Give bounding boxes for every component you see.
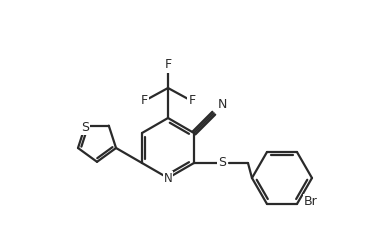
Text: N: N (163, 172, 172, 184)
Text: S: S (81, 121, 89, 134)
Text: S: S (218, 157, 226, 169)
Text: F: F (188, 94, 196, 106)
Text: F: F (165, 58, 172, 72)
Text: N: N (217, 98, 227, 111)
Text: Br: Br (304, 195, 318, 208)
Text: F: F (140, 94, 147, 106)
